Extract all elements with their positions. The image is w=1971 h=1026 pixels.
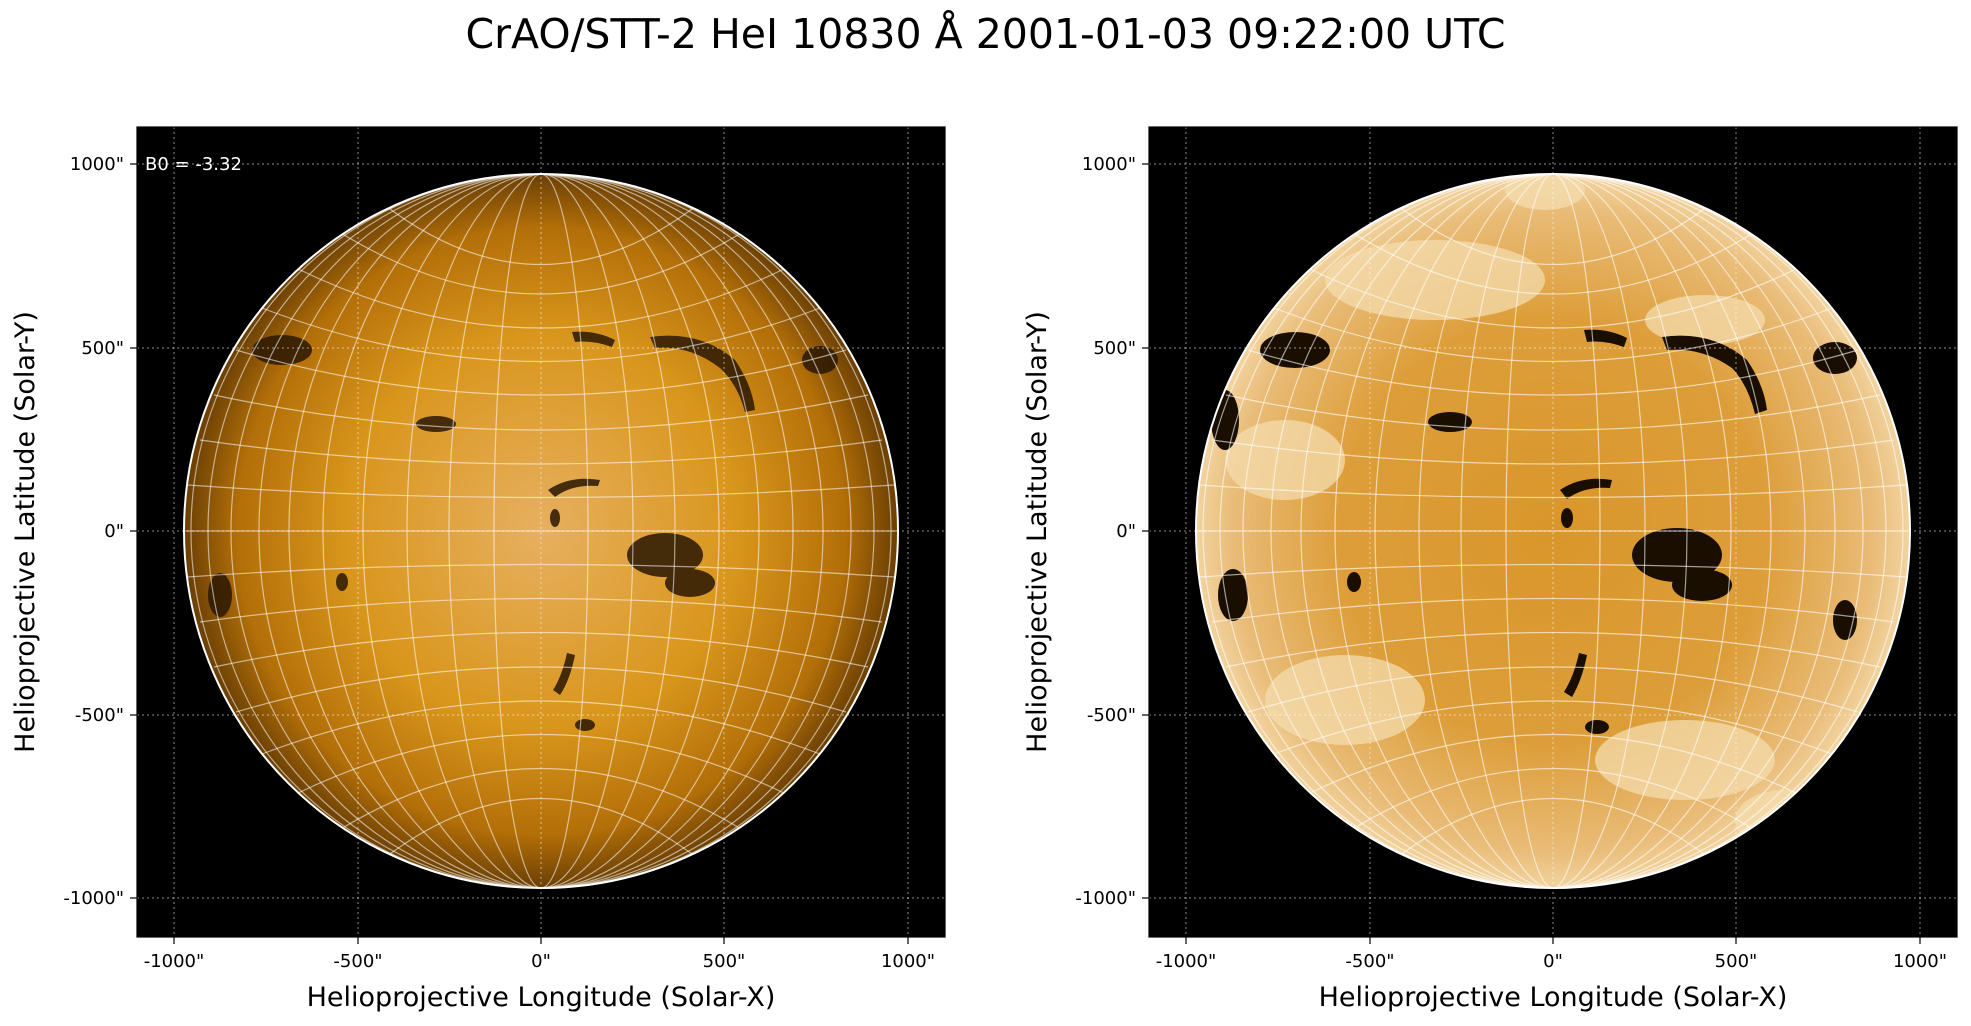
x-tick-label: 0"	[1543, 951, 1563, 972]
bright-plage	[1225, 174, 1835, 850]
y-tick-label: 1000"	[70, 154, 124, 175]
x-ticks	[1185, 937, 1921, 944]
x-tick-label: 1000"	[881, 951, 935, 972]
b0-annotation: B0 = -3.32	[145, 154, 242, 175]
x-tick-label: 0"	[531, 951, 551, 972]
y-tick-label: -500"	[1087, 705, 1136, 726]
x-tick-label: -1000"	[1156, 951, 1217, 972]
helioprojective-grid	[137, 127, 945, 937]
x-axis-label: Helioprojective Longitude (Solar-X)	[1319, 982, 1788, 1013]
y-axis-label: Helioprojective Latitude (Solar-Y)	[10, 311, 41, 753]
y-ticks	[1142, 163, 1149, 899]
x-tick-label: -1000"	[144, 951, 205, 972]
y-tick-label: -500"	[75, 705, 124, 726]
left-panel: B0 = -3.32 -1000" -500" 0" 500" 1000" 10…	[0, 0, 985, 1026]
right-panel: -1000" -500" 0" 500" 1000" 1000" 500" 0"…	[985, 0, 1970, 1026]
y-tick-label: -1000"	[1075, 888, 1136, 909]
y-ticks	[130, 163, 137, 899]
y-tick-label: 0"	[104, 521, 124, 542]
helioprojective-grid	[1149, 127, 1957, 937]
y-tick-label: 500"	[1093, 338, 1136, 359]
x-ticks	[173, 937, 909, 944]
x-axis-label: Helioprojective Longitude (Solar-X)	[307, 982, 776, 1013]
solar-disk	[183, 173, 899, 889]
x-tick-label: 500"	[703, 951, 746, 972]
x-tick-label: 1000"	[1893, 951, 1947, 972]
x-tick-label: -500"	[1345, 951, 1394, 972]
y-tick-label: 500"	[81, 338, 124, 359]
y-tick-label: -1000"	[63, 888, 124, 909]
y-tick-label: 0"	[1116, 521, 1136, 542]
y-tick-label: 1000"	[1082, 154, 1136, 175]
solar-disk	[1195, 173, 1911, 889]
figure-title: CrAO/STT-2 HeI 10830 Å 2001-01-03 09:22:…	[465, 10, 1506, 58]
dark-filaments	[1211, 329, 1857, 734]
x-tick-label: 500"	[1715, 951, 1758, 972]
y-axis-label: Helioprojective Latitude (Solar-Y)	[1022, 311, 1053, 753]
x-tick-label: -500"	[333, 951, 382, 972]
